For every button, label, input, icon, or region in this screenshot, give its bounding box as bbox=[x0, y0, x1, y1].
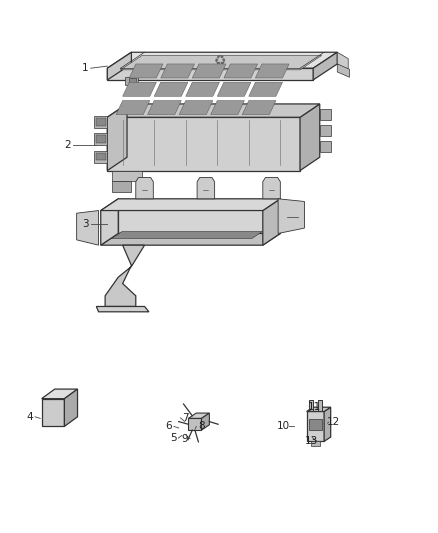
Polygon shape bbox=[320, 109, 331, 120]
Polygon shape bbox=[263, 199, 280, 245]
Text: 5: 5 bbox=[170, 433, 177, 443]
Polygon shape bbox=[107, 104, 127, 171]
Polygon shape bbox=[120, 55, 321, 70]
Polygon shape bbox=[94, 151, 107, 163]
Text: 13: 13 bbox=[305, 437, 318, 446]
Polygon shape bbox=[107, 52, 131, 80]
Polygon shape bbox=[320, 125, 331, 136]
Polygon shape bbox=[77, 211, 99, 245]
Polygon shape bbox=[217, 82, 251, 96]
Polygon shape bbox=[320, 141, 331, 152]
Polygon shape bbox=[116, 101, 150, 115]
Polygon shape bbox=[278, 199, 304, 233]
Polygon shape bbox=[107, 117, 300, 171]
Text: 4: 4 bbox=[26, 412, 33, 422]
Polygon shape bbox=[101, 233, 280, 245]
Polygon shape bbox=[129, 78, 136, 84]
Text: 11: 11 bbox=[308, 402, 321, 411]
Text: 9: 9 bbox=[181, 434, 188, 443]
Polygon shape bbox=[129, 64, 163, 78]
Text: 6: 6 bbox=[165, 422, 172, 431]
Text: 3: 3 bbox=[82, 219, 89, 229]
Polygon shape bbox=[148, 101, 181, 115]
Polygon shape bbox=[201, 413, 209, 430]
Polygon shape bbox=[96, 153, 106, 160]
Text: 10: 10 bbox=[277, 421, 290, 431]
Polygon shape bbox=[337, 64, 350, 77]
Polygon shape bbox=[313, 52, 337, 80]
Polygon shape bbox=[224, 64, 258, 78]
Polygon shape bbox=[123, 82, 156, 96]
Polygon shape bbox=[324, 407, 331, 441]
Polygon shape bbox=[318, 400, 322, 411]
Polygon shape bbox=[96, 118, 106, 126]
Polygon shape bbox=[186, 82, 219, 96]
Polygon shape bbox=[154, 82, 188, 96]
Polygon shape bbox=[101, 199, 280, 211]
Polygon shape bbox=[118, 199, 280, 233]
Text: 7: 7 bbox=[182, 413, 189, 423]
Polygon shape bbox=[125, 77, 138, 85]
Polygon shape bbox=[188, 418, 201, 430]
Polygon shape bbox=[188, 413, 209, 418]
Text: 1: 1 bbox=[82, 63, 89, 73]
Polygon shape bbox=[192, 64, 226, 78]
Text: 12: 12 bbox=[327, 417, 340, 427]
Polygon shape bbox=[309, 400, 313, 411]
Polygon shape bbox=[337, 52, 348, 70]
Polygon shape bbox=[263, 177, 280, 199]
Polygon shape bbox=[64, 389, 78, 426]
Polygon shape bbox=[42, 399, 64, 426]
Polygon shape bbox=[136, 177, 153, 199]
Text: 8: 8 bbox=[198, 422, 205, 431]
Polygon shape bbox=[101, 199, 118, 245]
Polygon shape bbox=[242, 101, 276, 115]
Polygon shape bbox=[96, 135, 106, 143]
Polygon shape bbox=[309, 419, 322, 430]
Text: 2: 2 bbox=[64, 140, 71, 150]
Polygon shape bbox=[94, 116, 107, 128]
Polygon shape bbox=[249, 82, 283, 96]
Polygon shape bbox=[311, 441, 320, 446]
Polygon shape bbox=[42, 389, 78, 399]
Polygon shape bbox=[112, 171, 142, 181]
Polygon shape bbox=[112, 181, 131, 192]
Polygon shape bbox=[107, 52, 337, 68]
Polygon shape bbox=[307, 411, 324, 441]
Polygon shape bbox=[255, 64, 289, 78]
Polygon shape bbox=[105, 245, 145, 306]
Polygon shape bbox=[300, 104, 320, 171]
Polygon shape bbox=[112, 231, 262, 239]
Polygon shape bbox=[161, 64, 194, 78]
Polygon shape bbox=[107, 68, 313, 80]
Polygon shape bbox=[307, 407, 331, 411]
Text: ♻: ♻ bbox=[214, 54, 227, 68]
Polygon shape bbox=[94, 133, 107, 145]
Polygon shape bbox=[179, 101, 213, 115]
Polygon shape bbox=[197, 177, 215, 199]
Polygon shape bbox=[96, 306, 149, 312]
Polygon shape bbox=[211, 101, 244, 115]
Polygon shape bbox=[107, 104, 320, 117]
